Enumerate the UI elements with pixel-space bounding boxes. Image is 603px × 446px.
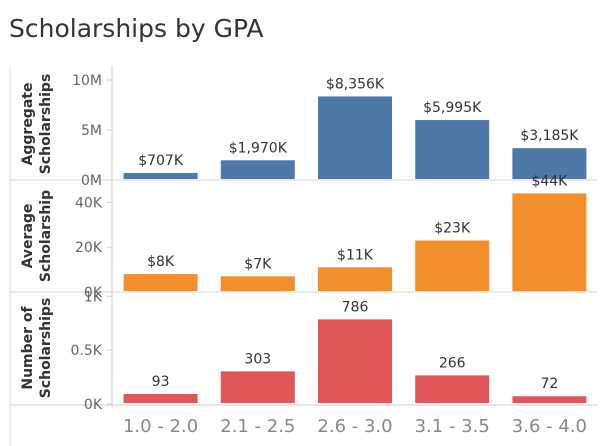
bar <box>512 193 587 291</box>
data-label: 93 <box>152 374 170 390</box>
data-label: 786 <box>342 299 369 315</box>
bar <box>123 393 198 403</box>
data-label: 303 <box>244 351 271 367</box>
x-tick-label: 3.1 - 3.5 <box>415 416 490 437</box>
y-tick-label: 10M <box>72 73 102 89</box>
data-label: $7K <box>244 256 272 272</box>
y-tick-label: 0K <box>84 285 103 301</box>
x-tick-label: 3.6 - 4.0 <box>512 416 587 437</box>
y-tick-label: 5M <box>81 123 102 139</box>
bar <box>123 172 198 179</box>
bar <box>415 375 490 403</box>
bar <box>415 240 490 291</box>
y-tick-label: 0M <box>81 173 102 189</box>
data-label: $707K <box>138 153 184 169</box>
x-tick-label: 2.6 - 3.0 <box>317 416 392 437</box>
bar <box>318 96 392 179</box>
y-tick-label: 1K <box>84 289 103 305</box>
chart-panel-1: Aggregate Scholarships 0M 5M 10M $707K $1,970K… <box>20 73 587 189</box>
data-label: $5,995K <box>423 100 482 116</box>
y-axis-label: Scholarship <box>38 190 54 282</box>
x-tick-label: 2.1 - 2.5 <box>220 416 295 437</box>
data-label: $11K <box>337 247 374 263</box>
data-label: $44K <box>531 173 568 189</box>
y-tick-label: 20K <box>75 240 103 256</box>
data-label: 72 <box>540 376 558 392</box>
bar <box>318 319 392 403</box>
y-axis-label: Average <box>20 204 36 269</box>
chart-panels: Aggregate Scholarships0M5M10M$707K$1,970K… <box>20 73 587 413</box>
bar <box>220 276 295 291</box>
bar <box>512 148 587 179</box>
bar <box>220 160 295 179</box>
chart-panel-2: Average Scholarship 0K 20K 40K $8K $7K $11K $23K… <box>20 173 587 301</box>
y-tick-label: 0.5K <box>71 343 103 359</box>
chart-panel-3: Number of Scholarships 0K 0.5K 1K 93 303 786 266… <box>20 289 587 413</box>
data-label: $23K <box>434 220 471 236</box>
y-axis-label: Scholarships <box>38 74 54 175</box>
chart-title: Scholarships by GPA <box>9 14 264 43</box>
y-tick-label: 0K <box>84 397 103 413</box>
x-tick-label: 1.0 - 2.0 <box>123 416 198 437</box>
bar <box>123 274 198 291</box>
bar <box>318 267 392 291</box>
bar <box>415 120 490 179</box>
y-axis-label: Scholarships <box>38 298 54 399</box>
data-label: $8K <box>147 254 175 270</box>
data-label: $3,185K <box>520 128 579 144</box>
y-tick-label: 40K <box>75 195 103 211</box>
bar <box>220 371 295 403</box>
y-axis-label: Aggregate <box>20 83 36 166</box>
data-label: $1,970K <box>229 140 288 156</box>
data-label: 266 <box>439 355 466 371</box>
data-label: $8,356K <box>326 76 385 92</box>
y-axis-label: Number of <box>20 305 36 389</box>
bar <box>512 396 587 403</box>
x-axis: 1.0 - 2.0 2.1 - 2.5 2.6 - 3.0 3.1 - 3.5 3.6 … <box>123 416 587 437</box>
